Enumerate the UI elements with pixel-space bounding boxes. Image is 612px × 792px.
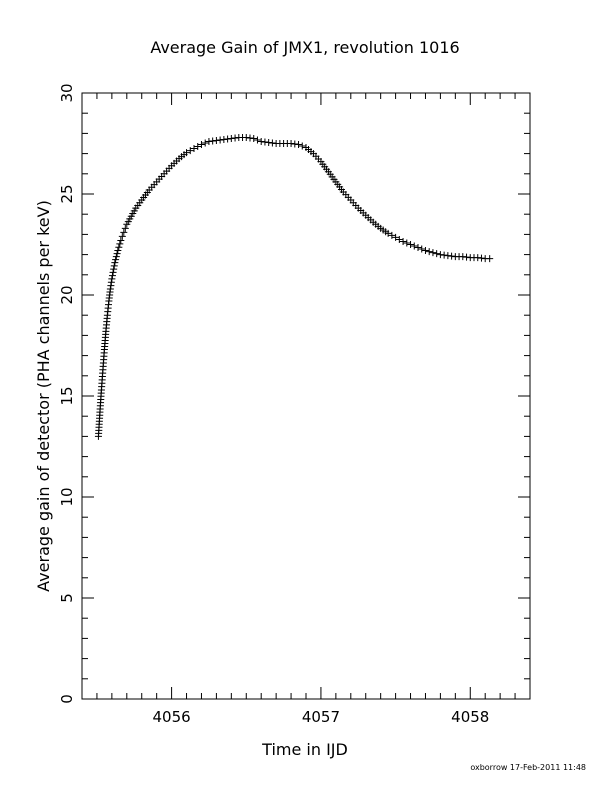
y-tick-label: 10 bbox=[58, 487, 76, 506]
data-point bbox=[257, 137, 265, 145]
data-point bbox=[392, 233, 400, 241]
y-tick-label: 20 bbox=[58, 285, 76, 304]
data-point bbox=[486, 255, 494, 263]
x-tick-label: 4057 bbox=[302, 708, 340, 726]
data-point bbox=[220, 135, 228, 143]
data-point bbox=[197, 141, 205, 149]
data-point bbox=[186, 147, 194, 155]
data-point bbox=[115, 243, 123, 251]
data-point bbox=[421, 247, 429, 255]
data-point bbox=[440, 251, 448, 259]
data-point bbox=[121, 224, 129, 232]
data-point bbox=[112, 256, 120, 264]
y-tick-label: 15 bbox=[58, 386, 76, 405]
data-point bbox=[418, 245, 426, 253]
data-point bbox=[388, 231, 396, 239]
data-point bbox=[403, 239, 411, 247]
data-point bbox=[433, 250, 441, 258]
data-point bbox=[108, 275, 116, 283]
data-point bbox=[120, 228, 128, 236]
data-point bbox=[242, 133, 250, 141]
data-point bbox=[295, 141, 303, 149]
data-point bbox=[201, 139, 209, 147]
data-point bbox=[216, 136, 224, 144]
data-point bbox=[112, 253, 120, 261]
chart-title: Average Gain of JMX1, revolution 1016 bbox=[150, 38, 459, 57]
data-point bbox=[395, 235, 403, 243]
data-point bbox=[250, 134, 258, 142]
data-point bbox=[459, 253, 467, 261]
footer-stamp: oxborrow 17-Feb-2011 11:48 bbox=[470, 763, 586, 772]
data-point bbox=[246, 134, 254, 142]
data-point bbox=[109, 268, 117, 276]
data-point bbox=[118, 232, 126, 240]
data-point bbox=[436, 251, 444, 259]
tick-labels: 0 5 10 15 20 25 30 4056 4057 4058 bbox=[58, 83, 489, 726]
data-point bbox=[231, 134, 239, 142]
data-point bbox=[410, 242, 418, 250]
data-point bbox=[194, 143, 202, 151]
data-point bbox=[111, 259, 119, 267]
data-point bbox=[425, 248, 433, 256]
data-point bbox=[463, 253, 471, 261]
data-point bbox=[116, 240, 124, 248]
data-point bbox=[108, 272, 116, 280]
data-point bbox=[110, 265, 118, 273]
data-point bbox=[183, 149, 191, 157]
x-tick-label: 4058 bbox=[451, 708, 489, 726]
data-point bbox=[384, 229, 392, 237]
data-point bbox=[205, 137, 213, 145]
data-point bbox=[224, 135, 232, 143]
data-point bbox=[261, 138, 269, 146]
data-point bbox=[114, 247, 122, 255]
x-axis-label: Time in IJD bbox=[261, 740, 348, 759]
data-point bbox=[287, 140, 295, 147]
data-point bbox=[291, 140, 299, 148]
data-point bbox=[298, 142, 306, 150]
y-tick-label: 0 bbox=[58, 694, 76, 704]
axis-ticks bbox=[81, 92, 531, 700]
data-point bbox=[117, 236, 125, 244]
y-tick-label: 30 bbox=[58, 83, 76, 102]
data-point bbox=[448, 252, 456, 260]
data-point bbox=[209, 137, 217, 145]
y-axis-label: Average gain of detector (PHA channels p… bbox=[34, 200, 53, 592]
data-point bbox=[253, 136, 261, 144]
data-point bbox=[444, 252, 452, 260]
data-point bbox=[414, 244, 422, 252]
x-tick-label: 4056 bbox=[153, 708, 191, 726]
data-point bbox=[190, 145, 198, 153]
data-point bbox=[477, 254, 485, 262]
y-tick-label: 5 bbox=[58, 593, 76, 603]
data-points bbox=[94, 133, 494, 440]
y-tick-label: 25 bbox=[58, 184, 76, 203]
plot-frame bbox=[81, 92, 531, 700]
data-point bbox=[429, 249, 437, 257]
data-point bbox=[399, 237, 407, 245]
data-point bbox=[110, 262, 118, 270]
data-point bbox=[113, 250, 121, 258]
data-point bbox=[265, 138, 273, 146]
data-point bbox=[474, 254, 482, 262]
data-point bbox=[227, 134, 235, 142]
data-point bbox=[212, 136, 220, 144]
data-point bbox=[407, 241, 415, 248]
data-point bbox=[268, 139, 276, 147]
